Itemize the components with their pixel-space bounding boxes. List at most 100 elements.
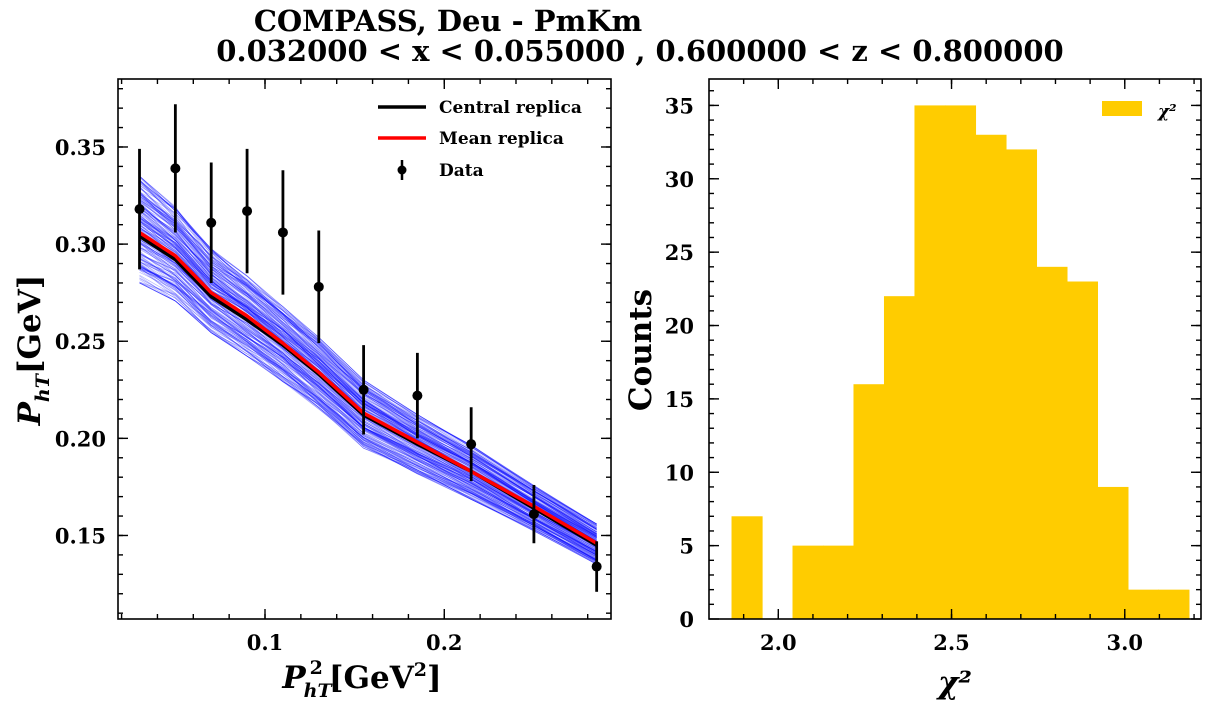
replica-curve xyxy=(139,180,597,525)
y-tick-label: 20 xyxy=(665,314,694,339)
replica-curve xyxy=(139,175,597,526)
replica-curve xyxy=(139,253,597,547)
replica-curve xyxy=(139,266,597,560)
replica-curve xyxy=(139,218,597,537)
x-tick-label: 2.0 xyxy=(760,630,797,655)
left-legend: Central replica Mean replica Data xyxy=(378,98,582,181)
left-plot-frame xyxy=(117,78,612,620)
replica-curve xyxy=(139,262,597,552)
replica-curve xyxy=(139,186,597,534)
replica-curve xyxy=(139,191,597,530)
left-panel: 0.1 0.2 0.15 0.20 0.25 0.30 0.35 Central repli… xyxy=(12,78,612,702)
replica-curve xyxy=(139,203,597,537)
replica-curve xyxy=(139,266,597,558)
replica-curve xyxy=(139,195,597,536)
legend-chi2-label: χ² xyxy=(1157,102,1177,122)
y-tick-label: 15 xyxy=(665,387,694,412)
replica-curve xyxy=(139,201,597,540)
replica-curve xyxy=(139,175,597,526)
data-points xyxy=(134,104,602,592)
y-tick-label: 0.20 xyxy=(55,426,106,451)
mean-replica-line xyxy=(138,231,598,545)
data-point xyxy=(466,439,477,450)
replica-curve xyxy=(139,179,597,526)
replica-curve xyxy=(139,192,597,536)
replica-curve xyxy=(139,275,597,561)
y-tick-label: 5 xyxy=(679,534,694,559)
replica-curve xyxy=(139,202,597,539)
y-tick-label: 0.30 xyxy=(55,232,106,257)
replica-curve xyxy=(139,261,597,561)
chart-title-line2: 0.032000 < x < 0.055000 , 0.600000 < z <… xyxy=(216,34,1063,68)
replica-curve xyxy=(139,221,597,536)
x-tick-label: 0.2 xyxy=(426,630,463,655)
replica-curve xyxy=(139,180,597,530)
replica-curve xyxy=(139,265,597,551)
replica-curve xyxy=(139,214,597,535)
replica-curve xyxy=(139,205,597,539)
replica-curve xyxy=(139,212,597,536)
replica-curve xyxy=(139,179,597,525)
histogram-bar xyxy=(1066,281,1099,619)
y-tick-label: 0.25 xyxy=(55,329,106,354)
replica-curve xyxy=(139,264,597,561)
replica-curve xyxy=(139,281,597,564)
replica-curve xyxy=(139,182,597,532)
x-tick-label: 0.1 xyxy=(247,630,284,655)
replica-curve xyxy=(139,186,597,525)
replica-curve xyxy=(139,199,597,527)
y-tick-label: 35 xyxy=(665,93,694,118)
replica-curve xyxy=(139,268,597,555)
data-point xyxy=(528,509,539,520)
replica-curve xyxy=(139,187,597,535)
replica-curve xyxy=(139,282,597,562)
replica-curve xyxy=(139,260,597,558)
y-tick-label: 0 xyxy=(679,607,694,632)
replica-curve xyxy=(139,201,597,537)
replica-curve xyxy=(139,266,597,565)
replica-curve xyxy=(139,205,597,533)
replica-curve xyxy=(139,259,597,561)
replica-curve xyxy=(139,282,597,561)
replica-curve xyxy=(139,252,597,554)
histogram-bar xyxy=(975,134,1007,619)
data-point xyxy=(170,163,181,174)
legend-data-marker xyxy=(397,165,407,175)
replica-curve xyxy=(139,264,597,565)
replica-curve xyxy=(139,242,597,550)
left-y-axis-label: PhT[GeV] xyxy=(12,275,54,427)
replica-curve xyxy=(139,215,597,535)
replica-curve xyxy=(139,193,597,530)
data-point xyxy=(313,281,324,292)
replica-curve xyxy=(139,257,597,549)
replica-curve xyxy=(139,193,597,529)
data-point xyxy=(591,561,602,572)
replica-curve xyxy=(139,281,597,564)
left-tick-labels: 0.1 0.2 0.15 0.20 0.25 0.30 0.35 xyxy=(55,135,463,655)
replica-curve xyxy=(139,282,597,561)
histogram-bar xyxy=(883,296,916,619)
replica-curve xyxy=(139,180,597,530)
replica-curve xyxy=(139,192,597,525)
legend-central-label: Central replica xyxy=(439,98,582,118)
replica-curve xyxy=(139,206,597,529)
model-lines xyxy=(138,231,598,547)
replica-curve xyxy=(139,227,597,538)
replica-curve xyxy=(139,184,597,526)
data-point xyxy=(358,384,369,395)
x-tick-label: 2.5 xyxy=(933,630,970,655)
replica-curve xyxy=(139,243,597,556)
replica-curve xyxy=(139,205,597,530)
data-point xyxy=(134,204,145,215)
legend-data-label: Data xyxy=(439,161,484,181)
replica-curve xyxy=(139,269,597,565)
replica-curve xyxy=(139,245,597,556)
histogram-bar xyxy=(944,105,977,620)
replica-curve xyxy=(139,282,597,561)
histogram-bar xyxy=(1158,589,1190,619)
right-legend: χ² xyxy=(1102,101,1177,122)
replica-curve xyxy=(139,266,597,559)
y-tick-label: 30 xyxy=(665,167,694,192)
replica-curve xyxy=(139,217,597,542)
